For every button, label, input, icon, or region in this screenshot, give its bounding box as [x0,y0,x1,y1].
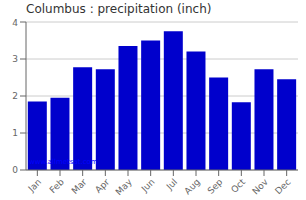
svg-text:3: 3 [12,54,18,64]
html-text:Columbus : precipitation (inch: Columbus : precipitation (inch) [26,2,212,16]
svg-text:Aug: Aug [182,177,202,197]
svg-text:1: 1 [12,128,18,138]
svg-text:Mar: Mar [70,177,89,196]
svg-text:Oct: Oct [229,177,247,195]
svg-text:Apr: Apr [93,177,111,195]
html-text:www.allmetsat.com: www.allmetsat.com [29,158,98,166]
svg-text:Jun: Jun [139,177,157,195]
svg-text:Jan: Jan [26,177,44,195]
svg-text:May: May [114,176,135,197]
svg-text:Feb: Feb [48,177,67,196]
svg-text:Dec: Dec [273,177,292,196]
svg-text:Sep: Sep [206,177,225,196]
svg-text:0: 0 [12,165,18,175]
svg-text:2: 2 [12,91,18,101]
svg-text:Jul: Jul [164,177,179,192]
svg-text:4: 4 [12,18,18,28]
svg-text:Nov: Nov [250,176,270,196]
